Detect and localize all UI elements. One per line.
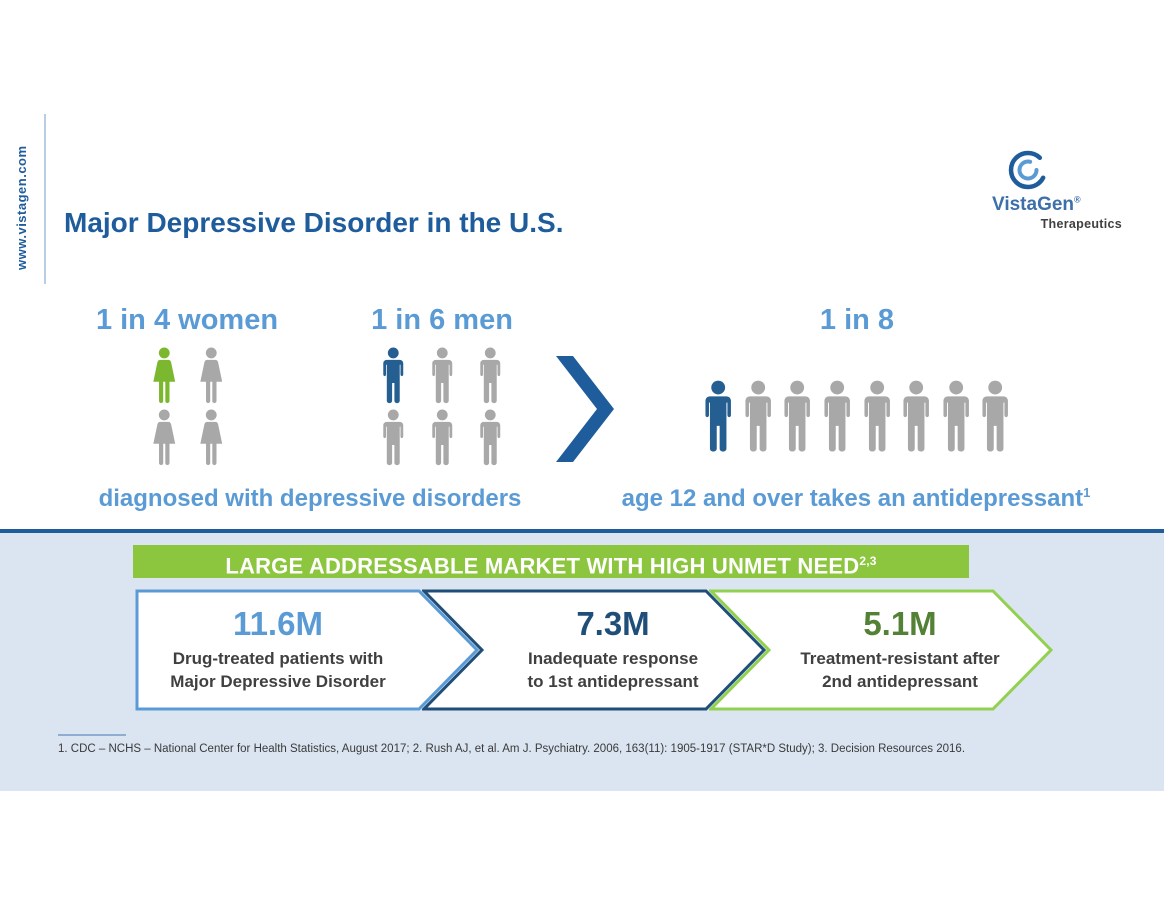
caption-antidepressant-text: age 12 and over takes an antidepressant	[621, 485, 1084, 512]
male-figure-icon	[943, 380, 969, 452]
footnote-ref-1: 1	[1083, 485, 1091, 500]
funnel-desc-3-line2: 2nd antidepressant	[822, 671, 978, 691]
female-figure-icon	[153, 409, 176, 466]
male-figure-icon	[705, 380, 732, 452]
funnel-arrow-shape-2	[422, 589, 766, 711]
stat-headline-one-in-eight: 1 in 8	[819, 304, 895, 336]
funnel-segment-2-text: 7.3M Inadequate response to 1st antidepr…	[484, 589, 742, 711]
vertical-accent-rule	[44, 114, 46, 284]
funnel-value-3: 5.1M	[863, 605, 937, 643]
female-figure-icon	[200, 347, 223, 404]
funnel-segment-treatment-resistant: 5.1M Treatment-resistant after 2nd antid…	[709, 589, 1053, 711]
funnel-value-1: 11.6M	[233, 605, 323, 643]
stat-headline-men: 1 in 6 men	[371, 304, 513, 336]
company-logo: VistaGen® Therapeutics	[992, 148, 1122, 231]
funnel-desc-2-line2: to 1st antidepressant	[527, 671, 699, 691]
pictogram-one-in-eight	[700, 380, 1014, 454]
funnel-segment-drug-treated: 11.6M Drug-treated patients with Major D…	[135, 589, 479, 711]
female-figure-icon	[153, 347, 176, 404]
funnel-arrow-shape-1	[135, 589, 479, 711]
footnote: 1. CDC – NCHS – National Center for Heal…	[58, 743, 966, 755]
funnel-segment-inadequate-response: 7.3M Inadequate response to 1st antidepr…	[422, 589, 766, 711]
pictogram-women	[141, 347, 235, 467]
vertical-website-text: www.vistagen.com	[14, 145, 29, 270]
funnel-desc-1-line2: Major Depressive Disorder	[170, 671, 386, 691]
funnel-desc-3-line1: Treatment-resistant after	[800, 648, 1000, 668]
caption-antidepressant: age 12 and over takes an antidepressant1	[592, 485, 1120, 513]
funnel-value-2: 7.3M	[576, 605, 650, 643]
funnel-desc-2-line1: Inadequate response	[527, 648, 699, 668]
male-figure-icon	[432, 347, 452, 404]
male-figure-icon	[745, 380, 771, 452]
male-figure-icon	[480, 409, 501, 466]
market-funnel: 11.6M Drug-treated patients with Major D…	[135, 589, 1055, 711]
vistagen-logo-icon	[1008, 150, 1048, 190]
male-figure-icon	[383, 347, 404, 404]
footnote-ref-2-3: 2,3	[859, 554, 877, 568]
funnel-segment-3-text: 5.1M Treatment-resistant after 2nd antid…	[771, 589, 1029, 711]
funnel-segment-1-text: 11.6M Drug-treated patients with Major D…	[149, 589, 407, 711]
pictogram-men	[369, 347, 515, 467]
stat-headline-women: 1 in 4 women	[95, 304, 279, 336]
greater-than-chevron-icon	[556, 356, 614, 462]
caption-diagnosed: diagnosed with depressive disorders	[50, 485, 570, 513]
female-figure-icon	[200, 409, 223, 466]
funnel-arrow-shape-3	[709, 589, 1053, 711]
male-figure-icon	[784, 380, 811, 452]
registered-mark: ®	[1074, 194, 1081, 205]
male-figure-icon	[864, 380, 890, 452]
male-figure-icon	[982, 380, 1009, 452]
logo-brand-name: VistaGen®	[992, 194, 1122, 216]
market-banner-text: LARGE ADDRESSABLE MARKET WITH HIGH UNMET…	[225, 553, 860, 579]
market-banner: LARGE ADDRESSABLE MARKET WITH HIGH UNMET…	[133, 545, 969, 578]
footnote-rule	[58, 734, 126, 736]
male-figure-icon	[903, 380, 930, 452]
male-figure-icon	[824, 380, 850, 452]
logo-brand-text: VistaGen	[992, 194, 1075, 215]
male-figure-icon	[383, 409, 404, 466]
male-figure-icon	[432, 409, 452, 466]
male-figure-icon	[480, 347, 501, 404]
caption-diagnosed-text: diagnosed with depressive disorders	[98, 485, 522, 512]
slide-title: Major Depressive Disorder in the U.S.	[64, 207, 564, 238]
logo-subtitle: Therapeutics	[1040, 217, 1122, 231]
funnel-desc-1-line1: Drug-treated patients with	[172, 648, 384, 668]
